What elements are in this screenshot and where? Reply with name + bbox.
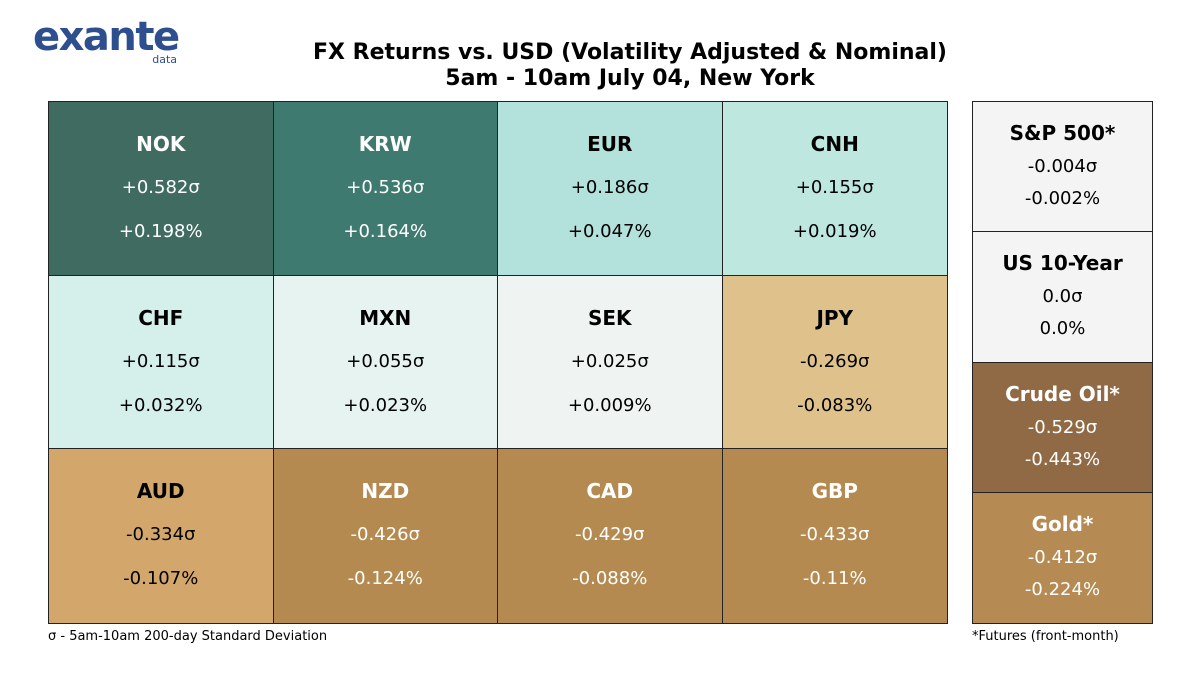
tile-name: GBP — [811, 479, 858, 504]
tile-sigma: -0.429σ — [575, 524, 645, 546]
tile-sek: SEK +0.025σ +0.009% — [498, 275, 723, 450]
tile-name: US 10-Year — [1002, 251, 1123, 276]
tile-pct: +0.047% — [567, 221, 652, 242]
exante-logo: exante data — [33, 14, 183, 66]
chart-subtitle: 5am - 10am July 04, New York — [445, 66, 815, 91]
tile-gold: Gold* -0.412σ -0.224% — [973, 492, 1152, 623]
logo-sub: data — [152, 53, 177, 66]
tile-sigma: +0.186σ — [570, 177, 649, 198]
tile-name: S&P 500* — [1009, 121, 1116, 145]
tile-sigma: -0.004σ — [1027, 156, 1098, 177]
tile-sigma: +0.115σ — [121, 350, 200, 372]
tile-name: EUR — [587, 132, 633, 156]
tile-name: Crude Oil* — [1005, 381, 1120, 406]
tile-crude-oil: Crude Oil* -0.529σ -0.443% — [973, 362, 1152, 493]
tile-nok: NOK +0.582σ +0.198% — [49, 102, 274, 276]
tile-sigma: +0.155σ — [795, 177, 874, 198]
tile-pct: +0.023% — [343, 394, 428, 416]
tile-pct: +0.009% — [567, 394, 652, 416]
tile-sigma: +0.055σ — [346, 350, 425, 372]
tile-chf: CHF +0.115σ +0.032% — [49, 275, 274, 450]
tile-pct: +0.198% — [118, 221, 203, 242]
tile-pct: 0.0% — [1039, 318, 1086, 340]
tile-name: SEK — [587, 305, 632, 330]
tile-sigma: +0.025σ — [570, 350, 649, 372]
tile-name: NOK — [136, 132, 186, 156]
tile-pct: -0.107% — [123, 568, 199, 590]
logo-word: exante — [33, 14, 180, 60]
tile-name: Gold* — [1031, 511, 1094, 536]
tile-s-p-500: S&P 500* -0.004σ -0.002% — [973, 102, 1152, 233]
tile-mxn: MXN +0.055σ +0.023% — [273, 275, 498, 450]
tile-pct: +0.032% — [118, 394, 203, 416]
tile-name: CAD — [586, 479, 634, 504]
tile-sigma: -0.433σ — [800, 524, 870, 546]
tile-pct: -0.124% — [347, 568, 423, 590]
footnote-sigma: σ - 5am-10am 200-day Standard Deviation — [48, 629, 328, 644]
other-assets-column: S&P 500* -0.004σ -0.002% US 10-Year 0.0σ 0.0%… — [972, 101, 1153, 624]
tile-sigma: -0.334σ — [126, 524, 196, 546]
tile-sigma: -0.269σ — [800, 350, 870, 372]
tile-sigma: -0.412σ — [1027, 546, 1098, 568]
tile-cnh: CNH +0.155σ +0.019% — [722, 102, 947, 276]
tile-sigma: 0.0σ — [1042, 286, 1083, 308]
tile-cad: CAD -0.429σ -0.088% — [498, 449, 723, 623]
tile-jpy: JPY -0.269σ -0.083% — [722, 275, 947, 450]
tile-krw: KRW +0.536σ +0.164% — [273, 102, 498, 276]
tile-pct: -0.11% — [802, 568, 867, 590]
tile-name: CHF — [138, 305, 184, 330]
tile-sigma: +0.582σ — [121, 177, 200, 198]
tile-name: KRW — [358, 132, 412, 156]
tile-aud: AUD -0.334σ -0.107% — [49, 449, 274, 623]
tile-gbp: GBP -0.433σ -0.11% — [722, 449, 947, 623]
tile-nzd: NZD -0.426σ -0.124% — [273, 449, 498, 623]
tile-pct: -0.224% — [1024, 578, 1101, 600]
tile-pct: +0.164% — [343, 221, 428, 242]
tile-sigma: +0.536σ — [346, 177, 425, 198]
tile-sigma: -0.529σ — [1027, 416, 1098, 438]
tile-eur: EUR +0.186σ +0.047% — [498, 102, 723, 276]
tile-pct: -0.443% — [1024, 448, 1101, 470]
tile-name: JPY — [816, 305, 854, 330]
chart-title: FX Returns vs. USD (Volatility Adjusted … — [313, 40, 947, 65]
fx-returns-grid: NOK +0.582σ +0.198% KRW +0.536σ +0.164% EUR +0.… — [48, 101, 948, 624]
tile-pct: -0.002% — [1024, 188, 1101, 209]
tile-us-10-year: US 10-Year 0.0σ 0.0% — [973, 232, 1152, 363]
tile-pct: -0.083% — [797, 394, 873, 416]
tile-name: NZD — [361, 479, 410, 504]
tile-pct: -0.088% — [572, 568, 648, 590]
tile-name: AUD — [136, 479, 185, 504]
tile-name: CNH — [810, 132, 859, 156]
tile-name: MXN — [359, 305, 412, 330]
tile-pct: +0.019% — [792, 221, 877, 242]
footnote-futures: *Futures (front-month) — [972, 629, 1119, 644]
tile-sigma: -0.426σ — [350, 524, 420, 546]
